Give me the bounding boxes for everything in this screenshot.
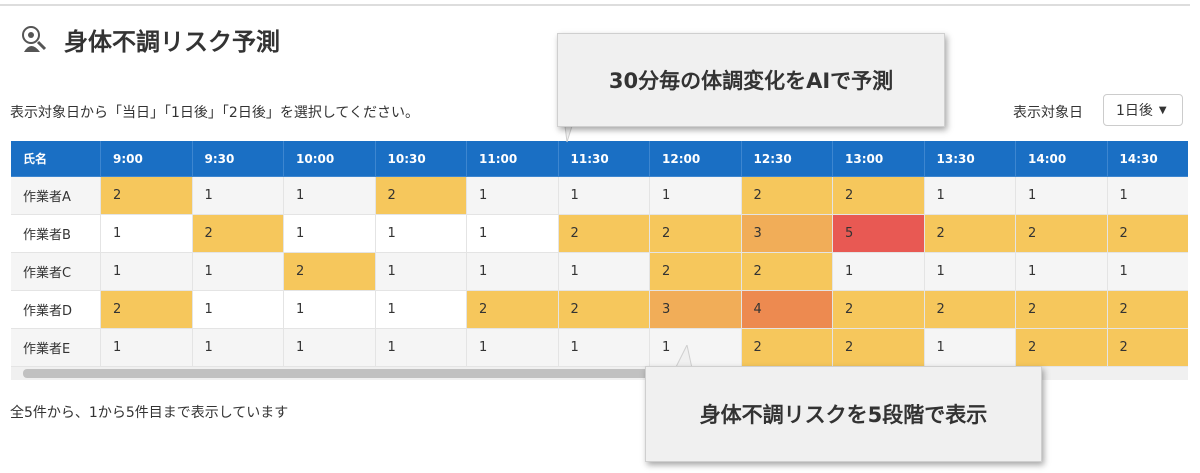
table-cell: 1	[924, 253, 1016, 291]
table-cell: 2	[1016, 291, 1108, 329]
table-cell: 1	[1107, 253, 1188, 291]
table-cell: 2	[924, 291, 1016, 329]
table-cell: 1	[284, 329, 376, 367]
table-cell: 2	[101, 291, 193, 329]
table-cell: 1	[924, 177, 1016, 215]
table-cell: 1	[375, 329, 467, 367]
description: 表示対象日から「当日」「1日後」「2日後」を選択してください。	[10, 105, 419, 121]
page-title: 身体不調リスク予測	[64, 28, 280, 56]
table-cell: 1	[101, 329, 193, 367]
table-cell: 1	[375, 291, 467, 329]
table-cell: 1	[1016, 253, 1108, 291]
table-cell: 1	[284, 177, 376, 215]
scroll-thumb[interactable]	[23, 369, 723, 378]
table-cell: 2	[741, 253, 833, 291]
table-cell: 2	[375, 177, 467, 215]
table-cell: 1	[192, 177, 284, 215]
column-header: 13:30	[924, 141, 1016, 177]
table-cell: 3	[741, 215, 833, 253]
table-cell: 1	[375, 253, 467, 291]
column-header: 10:30	[375, 141, 467, 177]
table-cell: 2	[558, 215, 650, 253]
column-header: 13:00	[833, 141, 925, 177]
table-cell: 2	[192, 215, 284, 253]
table-cell: 3	[650, 291, 742, 329]
table-cell: 1	[924, 329, 1016, 367]
select-value: 1日後	[1116, 103, 1153, 119]
table-cell: 2	[741, 329, 833, 367]
callout: 身体不調リスクを5段階で表示	[645, 366, 1042, 462]
table-cell: 2	[924, 215, 1016, 253]
table-cell: 2	[101, 177, 193, 215]
table-cell: 2	[1107, 215, 1188, 253]
table-cell: 2	[741, 177, 833, 215]
table-cell: 1	[467, 215, 559, 253]
table-cell: 作業者A	[11, 177, 101, 215]
table-cell: 1	[833, 253, 925, 291]
table-cell: 2	[650, 253, 742, 291]
column-header: 14:30	[1107, 141, 1188, 177]
column-header: 氏名	[11, 141, 101, 177]
table-cell: 1	[284, 291, 376, 329]
table-cell: 2	[833, 291, 925, 329]
table-cell: 2	[833, 329, 925, 367]
column-header: 9:00	[101, 141, 193, 177]
title-icon	[22, 26, 47, 52]
selector-label: 表示対象日	[1013, 105, 1083, 121]
table-cell: 2	[1016, 215, 1108, 253]
table-cell: 作業者E	[11, 329, 101, 367]
column-header: 12:00	[650, 141, 742, 177]
column-header: 11:00	[467, 141, 559, 177]
table-cell: 2	[833, 177, 925, 215]
table-cell: 1	[101, 253, 193, 291]
table-cell: 1	[192, 291, 284, 329]
table-cell: 2	[284, 253, 376, 291]
table-cell: 作業者D	[11, 291, 101, 329]
table-cell: 1	[375, 215, 467, 253]
callout: 30分毎の体調変化をAIで予測	[557, 33, 945, 127]
table-cell: 1	[650, 177, 742, 215]
table-cell: 1	[558, 253, 650, 291]
table-cell: 4	[741, 291, 833, 329]
table-cell: 1	[558, 329, 650, 367]
table-cell: 1	[101, 215, 193, 253]
column-header: 14:00	[1016, 141, 1108, 177]
table-cell: 1	[467, 329, 559, 367]
table-cell: 1	[284, 215, 376, 253]
column-header: 12:30	[741, 141, 833, 177]
table-cell: 作業者C	[11, 253, 101, 291]
table-cell: 1	[1016, 177, 1108, 215]
table-cell: 1	[558, 177, 650, 215]
caret: ▼	[1158, 104, 1167, 116]
table-cell: 1	[192, 253, 284, 291]
column-header: 10:00	[284, 141, 376, 177]
table-cell: 2	[1107, 329, 1188, 367]
table-cell: 2	[1107, 291, 1188, 329]
table-cell: 1	[192, 329, 284, 367]
table-cell: 2	[650, 215, 742, 253]
table-cell: 5	[833, 215, 925, 253]
table-cell: 1	[467, 177, 559, 215]
table-cell: 2	[558, 291, 650, 329]
footer-text: 全5件から、1から5件目まで表示しています	[10, 405, 289, 421]
table-cell: 1	[467, 253, 559, 291]
column-header: 9:30	[192, 141, 284, 177]
table-cell: 2	[467, 291, 559, 329]
date-select[interactable]: 1日後 ▼	[1103, 94, 1183, 126]
table-cell: 作業者B	[11, 215, 101, 253]
table-cell: 2	[1016, 329, 1108, 367]
column-header: 11:30	[558, 141, 650, 177]
table-cell: 1	[1107, 177, 1188, 215]
top-rule	[0, 4, 1190, 6]
risk-table: 氏名 9:00 9:30 10:00 10:30 11:00 11:30 12:00 12:30…	[11, 141, 1188, 367]
